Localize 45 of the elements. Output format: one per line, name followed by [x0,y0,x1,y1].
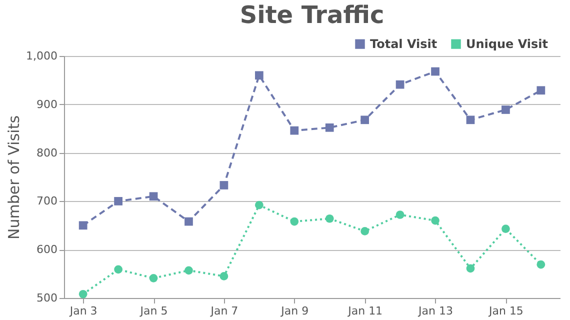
y-tick-label: 900 [36,98,58,111]
point [502,106,510,114]
point [466,264,475,273]
point [396,210,404,219]
y-axis-title: Number of Visits [5,115,24,240]
x-tick-label: Jan 15 [488,304,524,318]
point [149,192,158,201]
point [78,290,88,298]
point [114,197,122,206]
point [184,217,193,226]
point [360,116,370,124]
point [466,116,475,124]
y-tick-label: 500 [36,292,58,304]
point [184,266,193,275]
y-tick-label: 800 [36,146,58,160]
legend-label: Unique Visit [466,37,548,52]
chart-title: Site Traffic [240,1,384,29]
legend-label: Total Visit [370,37,438,52]
point [254,71,264,80]
point [114,265,122,274]
point [431,67,440,76]
point [149,274,158,282]
x-tick-label: Jan 3 [68,304,98,318]
x-tick-label: Jan 5 [139,304,168,318]
y-tick-label: 600 [36,243,58,256]
point [431,216,440,225]
point [290,126,299,135]
y-tick-label: 700 [36,194,58,208]
point [536,86,546,95]
point [220,272,228,280]
point [536,260,546,269]
x-tick-label: Jan 7 [210,304,238,318]
point [325,214,334,223]
point [325,123,334,132]
x-tick-label: Jan 13 [418,304,453,318]
x-tick-label: Jan 11 [347,304,383,318]
point [396,80,404,89]
point [502,224,510,233]
point [360,227,370,236]
point [78,221,88,230]
point [254,200,264,210]
y-tick-label: 1,000 [26,50,58,62]
point [290,217,299,226]
point [220,181,228,190]
x-tick-label: Jan 9 [280,304,309,318]
